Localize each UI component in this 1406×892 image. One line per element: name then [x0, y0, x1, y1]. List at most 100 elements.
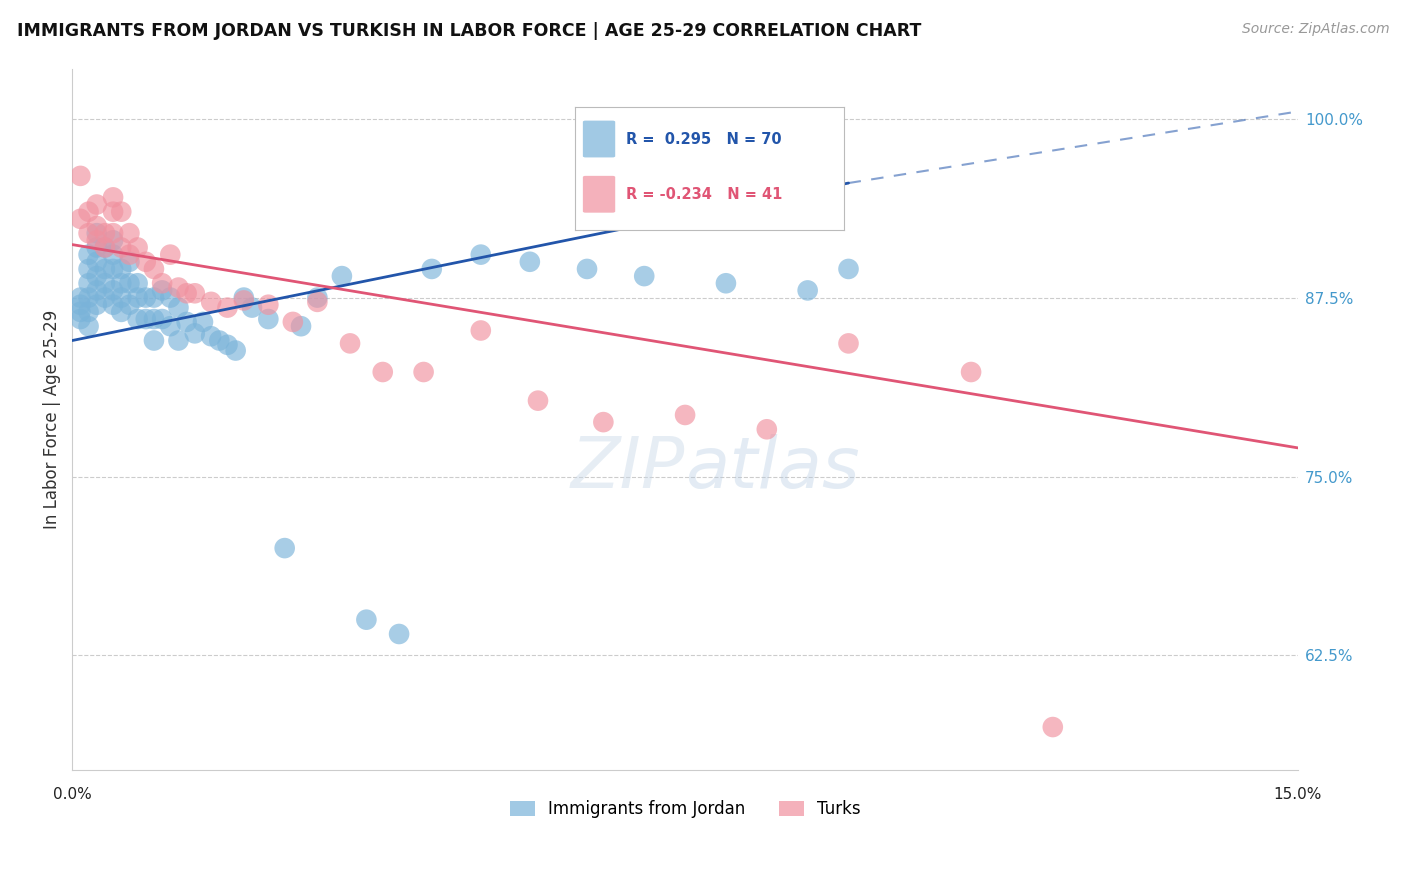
- Point: [217, 301, 239, 315]
- Point: [142, 334, 165, 348]
- Point: [69, 291, 91, 305]
- Point: [755, 422, 778, 436]
- Point: [257, 298, 280, 312]
- Point: [592, 415, 614, 429]
- Point: [150, 312, 173, 326]
- Point: [127, 277, 149, 291]
- Point: [77, 204, 100, 219]
- Point: [135, 312, 157, 326]
- Point: [77, 291, 100, 305]
- Point: [232, 291, 254, 305]
- Point: [69, 169, 91, 183]
- Point: [290, 319, 312, 334]
- Text: Source: ZipAtlas.com: Source: ZipAtlas.com: [1241, 22, 1389, 37]
- Point: [232, 293, 254, 308]
- Point: [110, 240, 132, 254]
- Point: [257, 312, 280, 326]
- Point: [412, 365, 434, 379]
- Text: atlas: atlas: [685, 434, 859, 503]
- Point: [307, 294, 329, 309]
- Point: [307, 291, 329, 305]
- Point: [159, 291, 181, 305]
- Point: [77, 247, 100, 261]
- Point: [101, 204, 124, 219]
- Point: [673, 408, 696, 422]
- Point: [225, 343, 247, 358]
- Point: [118, 277, 141, 291]
- Point: [101, 233, 124, 247]
- Point: [110, 277, 132, 291]
- Point: [110, 291, 132, 305]
- Point: [339, 336, 361, 351]
- Point: [101, 226, 124, 240]
- Point: [176, 315, 198, 329]
- Point: [86, 298, 108, 312]
- Point: [94, 226, 117, 240]
- Point: [837, 336, 859, 351]
- Point: [371, 365, 394, 379]
- Point: [69, 298, 91, 312]
- Point: [714, 277, 737, 291]
- Point: [142, 291, 165, 305]
- Point: [150, 284, 173, 298]
- Text: 0.0%: 0.0%: [53, 787, 91, 802]
- Y-axis label: In Labor Force | Age 25-29: In Labor Force | Age 25-29: [44, 310, 60, 529]
- Point: [101, 247, 124, 261]
- Text: 15.0%: 15.0%: [1274, 787, 1322, 802]
- Point: [77, 262, 100, 277]
- Point: [470, 247, 492, 261]
- Point: [94, 262, 117, 277]
- Point: [142, 262, 165, 277]
- Point: [167, 334, 190, 348]
- Point: [94, 291, 117, 305]
- Point: [69, 211, 91, 226]
- Point: [110, 262, 132, 277]
- Text: IMMIGRANTS FROM JORDAN VS TURKISH IN LABOR FORCE | AGE 25-29 CORRELATION CHART: IMMIGRANTS FROM JORDAN VS TURKISH IN LAB…: [17, 22, 921, 40]
- Text: ZIP: ZIP: [571, 434, 685, 503]
- Point: [77, 319, 100, 334]
- Point: [159, 247, 181, 261]
- Point: [388, 627, 411, 641]
- Point: [470, 324, 492, 338]
- Point: [837, 262, 859, 277]
- Point: [86, 284, 108, 298]
- Point: [200, 294, 222, 309]
- Point: [167, 301, 190, 315]
- Point: [69, 312, 91, 326]
- Point: [960, 365, 983, 379]
- Point: [127, 240, 149, 254]
- Point: [94, 277, 117, 291]
- Point: [86, 197, 108, 211]
- Point: [118, 298, 141, 312]
- Point: [69, 305, 91, 319]
- Point: [86, 226, 108, 240]
- Point: [633, 269, 655, 284]
- Point: [86, 219, 108, 233]
- Point: [94, 240, 117, 254]
- Point: [420, 262, 443, 277]
- Point: [142, 312, 165, 326]
- Point: [356, 613, 378, 627]
- Point: [200, 329, 222, 343]
- Point: [110, 204, 132, 219]
- Point: [217, 338, 239, 352]
- Point: [127, 291, 149, 305]
- Point: [77, 226, 100, 240]
- Point: [176, 286, 198, 301]
- Point: [77, 305, 100, 319]
- Point: [118, 247, 141, 261]
- Point: [127, 312, 149, 326]
- Point: [519, 254, 541, 268]
- Point: [77, 277, 100, 291]
- Point: [86, 254, 108, 268]
- Point: [101, 190, 124, 204]
- Point: [273, 541, 295, 555]
- Point: [159, 319, 181, 334]
- Point: [118, 226, 141, 240]
- Point: [86, 269, 108, 284]
- Legend: Immigrants from Jordan, Turks: Immigrants from Jordan, Turks: [503, 794, 868, 825]
- Point: [110, 305, 132, 319]
- Point: [135, 254, 157, 268]
- Point: [576, 262, 599, 277]
- Point: [150, 277, 173, 291]
